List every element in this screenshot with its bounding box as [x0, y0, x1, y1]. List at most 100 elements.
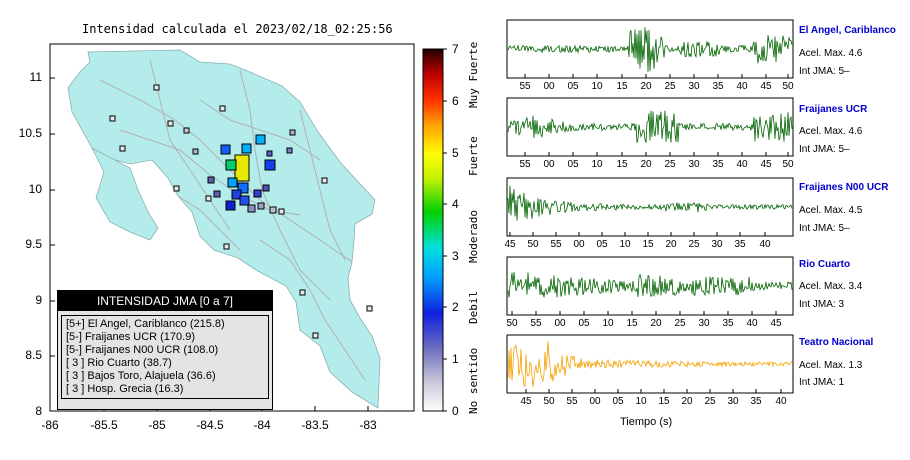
- station-marker: [192, 148, 199, 155]
- station-marker: [227, 177, 238, 188]
- waveform-tick-label: 15: [616, 159, 628, 170]
- trace-station-name: Rio Cuarto: [799, 259, 851, 270]
- waveform-tick-label: 40: [746, 318, 758, 329]
- colorbar-tick: 5: [452, 146, 459, 160]
- station-marker: [213, 190, 221, 198]
- waveform-tick-label: 25: [688, 239, 700, 250]
- waveform-tick-label: 55: [519, 81, 531, 92]
- colorbar-category: Fuerte: [467, 136, 480, 176]
- trace-accel: Acel. Max. 3.4: [799, 281, 863, 292]
- waveform-tick-label: 10: [635, 396, 647, 407]
- station-marker: [286, 147, 293, 154]
- colorbar-tick: 3: [452, 249, 459, 263]
- legend-item: [ 3 ] Hosp. Grecia (16.3): [66, 383, 184, 395]
- station-marker: [205, 195, 212, 202]
- waveform-tick-label: 30: [688, 159, 700, 170]
- waveform-tick-label: 10: [619, 239, 631, 250]
- waveform-tick-label: 45: [760, 159, 772, 170]
- station-marker: [119, 145, 126, 152]
- station-marker: [257, 202, 265, 210]
- station-marker: [225, 200, 236, 211]
- waveform-tick-label: 30: [727, 396, 739, 407]
- x-tick-label: -85: [148, 418, 166, 432]
- colorbar-tick: 4: [452, 197, 459, 211]
- station-marker: [239, 195, 250, 206]
- x-tick-label: -84: [253, 418, 271, 432]
- waveform-tick-label: 00: [543, 159, 555, 170]
- waveform-tick-label: 20: [665, 239, 677, 250]
- trace-station-name: Fraijanes UCR: [799, 104, 868, 115]
- station-marker: [255, 134, 266, 145]
- station-marker: [321, 177, 328, 184]
- trace-jma: Int JMA: 3: [799, 299, 845, 310]
- waveform-tick-label: 35: [712, 81, 724, 92]
- y-tick-label: 9: [35, 293, 42, 307]
- station-marker: [183, 127, 190, 134]
- waveform-tick-label: 40: [775, 396, 787, 407]
- colorbar-category: Moderado: [467, 210, 480, 263]
- station-marker: [223, 243, 230, 250]
- station-marker: [153, 84, 160, 91]
- station-marker: [264, 159, 276, 171]
- station-marker: [312, 332, 319, 339]
- waveform-tick-label: 05: [567, 159, 579, 170]
- intensity-colorbar: [422, 48, 447, 412]
- waveform-tick-label: 50: [527, 239, 539, 250]
- waveform-panels: [506, 19, 794, 394]
- trace-station-name: El Angel, Cariblanco: [799, 25, 896, 36]
- waveform-tick-label: 50: [506, 318, 518, 329]
- station-marker: [241, 143, 252, 154]
- legend-item: [ 3 ] Bajos Toro, Alajuela (36.6): [66, 370, 216, 382]
- station-marker: [366, 305, 373, 312]
- waveform-tick-label: 00: [589, 396, 601, 407]
- waveform-trace: [507, 110, 793, 143]
- colorbar-category: Muy Fuerte: [467, 41, 480, 108]
- legend-list: [5+] El Angel, Cariblanco (215.8) [5-] F…: [61, 315, 269, 399]
- waveform-tick-label: 20: [681, 396, 693, 407]
- waveform-tick-label: 55: [566, 396, 578, 407]
- waveform-tick-label: 40: [736, 159, 748, 170]
- waveform-tick-label: 10: [591, 81, 603, 92]
- waveform-tick-label: 10: [602, 318, 614, 329]
- waveform-tick-label: 50: [782, 159, 794, 170]
- waveform-tick-label: 20: [640, 81, 652, 92]
- station-marker: [220, 144, 231, 155]
- colorbar-tick: 0: [452, 404, 459, 418]
- waveform-tick-label: 00: [543, 81, 555, 92]
- waveform-tick-label: 45: [504, 239, 516, 250]
- colorbar-tick: 2: [452, 300, 459, 314]
- station-marker: [299, 289, 306, 296]
- x-tick-label: -85.5: [90, 418, 118, 432]
- trace-accel: Acel. Max. 4.6: [799, 48, 863, 59]
- station-marker: [262, 184, 270, 192]
- station-marker: [278, 208, 285, 215]
- waveform-tick-label: 05: [578, 318, 590, 329]
- x-tick-label: -86: [41, 418, 59, 432]
- x-tick-label: -83: [359, 418, 377, 432]
- trace-accel: Acel. Max. 4.5: [799, 205, 863, 216]
- station-marker: [289, 129, 296, 136]
- waveform-tick-label: 35: [734, 239, 746, 250]
- waveform-tick-label: 25: [664, 159, 676, 170]
- map-title: Intensidad calculada el 2023/02/18_02:25…: [82, 22, 393, 36]
- y-tick-label: 8: [35, 404, 42, 418]
- intensity-legend: INTENSIDAD JMA [0 a 7] [5+] El Angel, Ca…: [57, 290, 273, 410]
- waveform-tick-label: 00: [573, 239, 585, 250]
- waveform-tick-label: 05: [612, 396, 624, 407]
- y-tick-label: 9.5: [25, 237, 42, 251]
- waveform-tick-label: 35: [722, 318, 734, 329]
- colorbar-tick: 1: [452, 352, 459, 366]
- colorbar-category: No sentido: [467, 347, 480, 414]
- station-marker: [253, 189, 262, 198]
- trace-jma: Int JMA: 5–: [799, 66, 850, 77]
- trace-accel: Acel. Max. 4.6: [799, 126, 863, 137]
- waveform-tick-label: 50: [543, 396, 555, 407]
- waveform-trace: [507, 272, 793, 298]
- y-tick-label: 10: [28, 182, 42, 196]
- waveform-tick-label: 30: [698, 318, 710, 329]
- station-marker: [225, 159, 237, 171]
- waveform-tick-label: 05: [596, 239, 608, 250]
- waveform-tick-label: 15: [658, 396, 670, 407]
- waveform-tick-label: 05: [567, 81, 579, 92]
- colorbar-category: Debil: [467, 290, 480, 324]
